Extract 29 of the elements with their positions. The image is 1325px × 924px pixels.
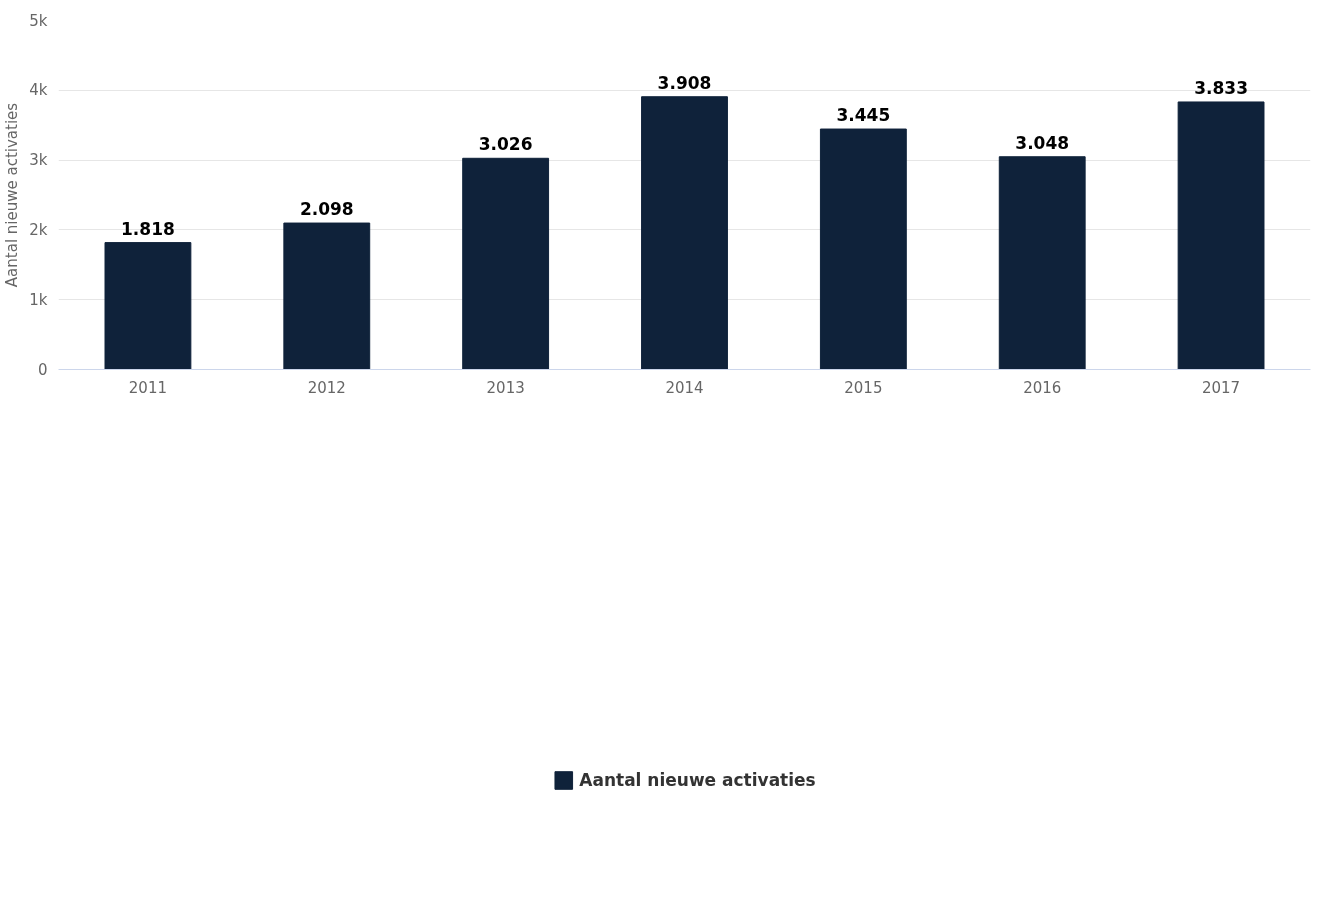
data-label: 3.445 [836, 105, 891, 126]
bar [283, 222, 371, 370]
data-label: 3.833 [1194, 77, 1248, 98]
y-tick-label: 1k [29, 290, 48, 309]
data-label: 3.048 [1015, 132, 1070, 153]
x-tick-label: 2012 [307, 378, 346, 397]
data-label: 3.026 [478, 134, 533, 155]
x-tick-label: 2015 [844, 378, 883, 397]
data-label: 1.818 [121, 218, 175, 239]
x-tick-label: 2017 [1201, 378, 1241, 397]
x-tick-label: 2014 [665, 378, 704, 397]
data-label: 3.908 [657, 72, 712, 93]
legend-label: Aantal nieuwe activaties [579, 769, 816, 790]
bar [819, 128, 907, 370]
bar [641, 96, 728, 370]
y-tick-label: 5k [29, 11, 48, 30]
y-tick-label: 0 [37, 360, 48, 379]
x-tick-label: 2016 [1023, 378, 1062, 397]
x-tick-label: 2011 [128, 378, 168, 397]
y-axis-title: Aantal nieuwe activaties [3, 102, 22, 288]
x-tick-label: 2013 [486, 378, 525, 397]
bar [104, 242, 192, 370]
y-tick-label: 3k [29, 151, 48, 170]
bar [1177, 101, 1265, 370]
bar [998, 156, 1086, 370]
y-tick-label: 4k [29, 81, 48, 100]
y-tick-label: 2k [29, 220, 48, 239]
data-label: 2.098 [299, 199, 354, 220]
bar [462, 157, 550, 370]
